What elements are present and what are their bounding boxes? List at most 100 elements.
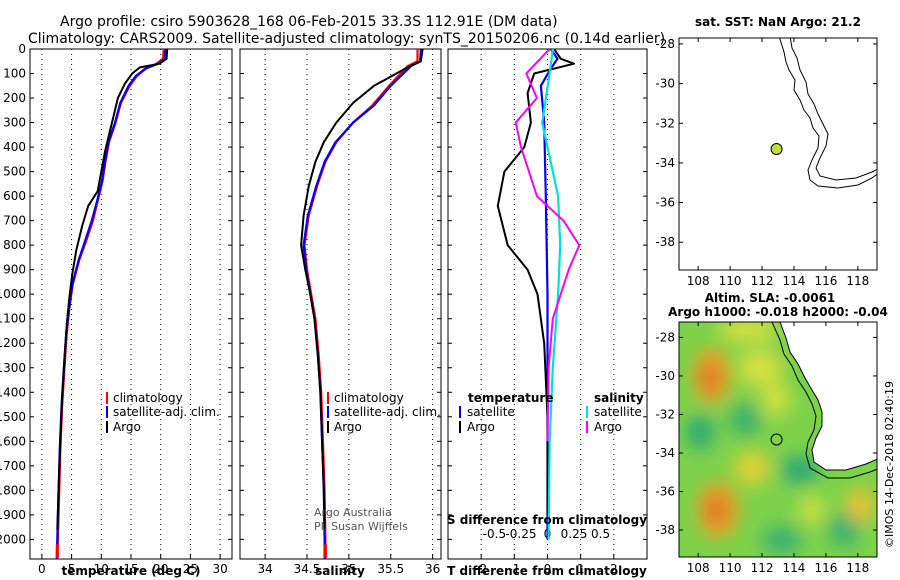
depth-tick-label: 700	[3, 214, 26, 228]
temperature-xlabel: temperature (deg C)	[62, 564, 201, 578]
sst-coastline	[770, 38, 877, 189]
legend-label-argo: Argo	[334, 420, 362, 434]
legend-label-s-argo: Argo	[594, 420, 622, 434]
map-x-tick-label: 116	[814, 274, 837, 288]
header-subtitle: Climatology: CARS2009. Satellite-adjuste…	[28, 31, 665, 47]
depth-tick-label: 1200	[0, 336, 26, 350]
salinity-frame	[239, 48, 442, 560]
legend-label-s-satellite: satellite	[594, 405, 642, 419]
temperature-grid	[41, 49, 221, 559]
salinity-difference-legend: salinity satellite Argo	[586, 391, 644, 434]
map-x-tick-label: 112	[751, 274, 774, 288]
s-tick-label: 0.25	[561, 527, 588, 541]
x-tick-label: 0	[38, 562, 46, 576]
map-x-tick-label: 110	[719, 561, 742, 575]
sla-map: Altim. SLA: -0.0061 Argo h1000: -0.018 h…	[655, 291, 887, 575]
s-tick-label: -0.5	[483, 527, 506, 541]
sst-map-x-ticks: 108 110 112 114 116 118	[687, 38, 869, 288]
depth-tick-label: 300	[3, 116, 26, 130]
difference-series	[496, 49, 581, 540]
legend-title-salinity: salinity	[594, 391, 644, 405]
depth-tick-label: 600	[3, 189, 26, 203]
legend-title-temperature: temperature	[468, 391, 553, 405]
legend-label-t-satellite: satellite	[467, 405, 515, 419]
map-y-tick-label: -36	[655, 485, 675, 499]
map-y-tick-label: -28	[655, 37, 675, 51]
map-y-tick-label: -38	[655, 235, 675, 249]
legend-label-satellite: satellite-adj. clim.	[334, 405, 441, 419]
map-x-tick-label: 114	[783, 274, 806, 288]
sla-map-title1: Altim. SLA: -0.0061	[705, 291, 836, 305]
sla-warm-anomaly	[762, 384, 790, 416]
series-argo	[56, 49, 169, 530]
legend-label-argo: Argo	[113, 420, 141, 434]
x-tick-label: 5	[68, 562, 76, 576]
sla-cool-anomaly	[780, 456, 820, 484]
series-salinity-argo	[514, 49, 581, 442]
difference-x-ticks: -2 -1 0 1 2	[475, 554, 618, 576]
depth-tick-label: 1400	[0, 385, 26, 399]
map-x-tick-label: 108	[687, 274, 710, 288]
x-tick-label: 2	[610, 562, 618, 576]
x-tick-label: 0	[544, 562, 552, 576]
imos-stamp: ©IMOS 14-Dec-2018 02:40:19	[883, 381, 896, 548]
x-tick-label: 35	[341, 562, 356, 576]
map-x-tick-label: 116	[814, 561, 837, 575]
sla-map-x-ticks: 108 110 112 114 116 118	[687, 322, 869, 575]
x-tick-label: -2	[475, 562, 487, 576]
depth-tick-label: 1700	[0, 459, 26, 473]
sst-map-frame	[678, 37, 878, 271]
temperature-x-ticks: 0 5 10 15 20 25 30	[38, 554, 228, 576]
salinity-xlabel: salinity	[315, 564, 365, 578]
sla-coastline-inner	[779, 322, 877, 471]
x-tick-label: 36	[425, 562, 440, 576]
x-tick-label: 30	[212, 562, 227, 576]
map-x-tick-label: 108	[687, 561, 710, 575]
legend-label-t-argo: Argo	[467, 420, 495, 434]
map-x-tick-label: 110	[719, 274, 742, 288]
s-tick-label: 0.5	[591, 527, 610, 541]
header-title: Argo profile: csiro 5903628_168 06-Feb-2…	[60, 14, 558, 30]
x-tick-label: -1	[508, 562, 520, 576]
legend-label-climatology: climatology	[113, 391, 183, 405]
temperature-legend: climatology satellite-adj. clim. Argo	[106, 391, 220, 434]
sst-map-y-ticks: -28 -30 -32 -34 -36 -38	[655, 37, 877, 249]
sst-map: sat. SST: NaN Argo: 21.2 108 110 112 114 116…	[655, 15, 878, 288]
sla-coastline-outer	[771, 322, 877, 479]
x-tick-label: 1	[577, 562, 585, 576]
series-argo	[300, 49, 424, 530]
credit-pi: PI: Susan Wijffels	[314, 520, 408, 533]
sla-warm-anomaly	[734, 452, 770, 484]
sla-cool-anomaly	[729, 404, 761, 436]
depth-tick-label: 900	[3, 263, 26, 277]
series-salinity-satellite	[541, 49, 562, 540]
map-y-tick-label: -32	[655, 407, 675, 421]
x-tick-label: 35.5	[377, 562, 404, 576]
x-tick-label: 15	[123, 562, 138, 576]
depth-axis-ticks: 0 100 200 300 400 500 600 700 800 900 1000 1100 1200…	[0, 42, 232, 546]
depth-tick-label: 1300	[0, 361, 26, 375]
map-y-tick-label: -30	[655, 77, 675, 91]
series-satellite-adj-clim-	[302, 49, 422, 559]
map-y-tick-label: -34	[655, 446, 675, 460]
sla-map-title2: Argo h1000: -0.018 h2000: -0.04	[668, 305, 888, 319]
depth-tick-label: 1800	[0, 483, 26, 497]
map-y-tick-label: -38	[655, 523, 675, 537]
map-y-tick-label: -32	[655, 116, 675, 130]
depth-tick-label: 400	[3, 140, 26, 154]
difference-y-ticks	[448, 48, 647, 540]
sla-warm-anomaly	[738, 350, 782, 386]
difference-xlabel-s: S difference from climatology	[447, 513, 647, 527]
map-y-tick-label: -34	[655, 156, 675, 170]
x-tick-label: 34.5	[294, 562, 321, 576]
map-y-tick-label: -30	[655, 369, 675, 383]
salinity-series	[300, 49, 424, 559]
salinity-legend: climatology satellite-adj. clim. Argo	[327, 391, 441, 434]
x-tick-label: 20	[153, 562, 168, 576]
depth-tick-label: 1900	[0, 508, 26, 522]
map-y-tick-label: -28	[655, 330, 675, 344]
sst-map-title: sat. SST: NaN Argo: 21.2	[695, 15, 861, 29]
s-tick-label: -0.25	[505, 527, 536, 541]
depth-tick-label: 500	[3, 165, 26, 179]
